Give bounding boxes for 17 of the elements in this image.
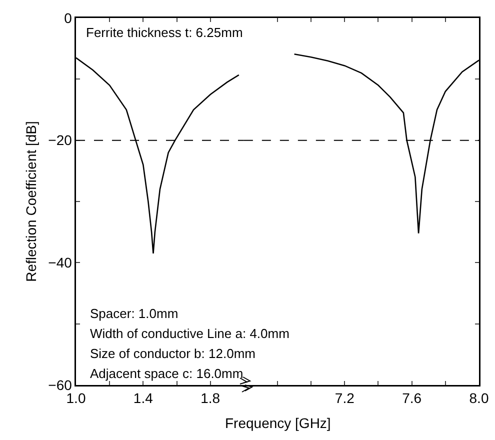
x-tick-label: 7.2 [334, 390, 355, 406]
x-tick-label: 1.8 [200, 390, 220, 406]
x-tick-label: 8.0 [469, 390, 489, 406]
y-tick-label: −20 [48, 132, 72, 148]
annotation: Width of conductive Line a: 4.0mm [90, 326, 290, 341]
annotation: Spacer: 1.0mm [90, 306, 178, 321]
x-axis-title: Frequency [GHz] [225, 415, 331, 431]
annotation: Adjacent space c: 16.0mm [90, 366, 244, 381]
y-axis-title: Reflection Coefficient [dB] [22, 121, 39, 282]
annotation: Size of conductor b: 12.0mm [90, 346, 256, 361]
x-tick-label: 1.0 [66, 390, 86, 406]
annotation: Ferrite thickness t: 6.25mm [86, 25, 243, 40]
x-tick-label: 7.6 [402, 390, 422, 406]
y-tick-label: −40 [48, 254, 72, 271]
y-tick-label: 0 [64, 10, 72, 26]
y-tick-label: −60 [48, 376, 72, 393]
x-tick-label: 1.4 [133, 390, 154, 406]
